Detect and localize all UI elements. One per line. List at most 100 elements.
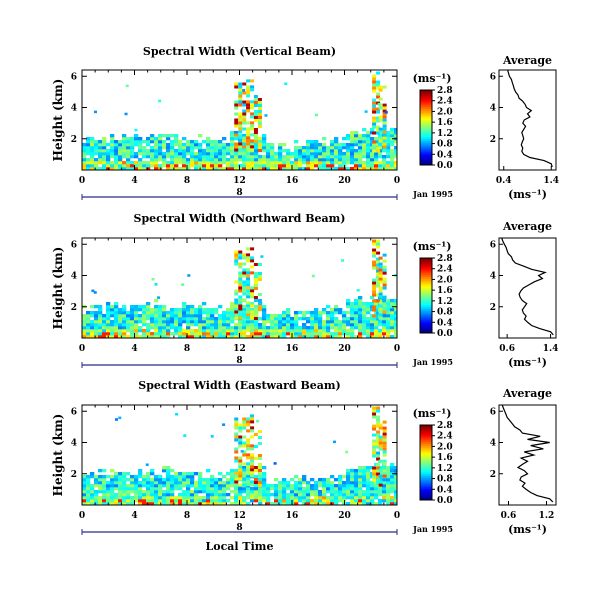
x-tick-label: 20 bbox=[338, 344, 351, 354]
chart-title: Spectral Width (Vertical Beam) bbox=[143, 45, 336, 58]
day-label: 8 bbox=[236, 356, 242, 366]
average-x-tick-label: 1.2 bbox=[539, 511, 555, 521]
colorbar-tick-label: 1.2 bbox=[437, 297, 453, 307]
y-tick-label: 2 bbox=[71, 303, 77, 313]
colorbar-tick-label: 2.0 bbox=[437, 442, 453, 452]
average-x-tick-label: 1.4 bbox=[543, 344, 559, 354]
average-y-tick-label: 4 bbox=[490, 439, 496, 449]
y-tick-label: 6 bbox=[71, 72, 77, 82]
average-unit: (ms⁻¹) bbox=[508, 523, 547, 536]
y-tick-label: 4 bbox=[71, 439, 77, 449]
average-profile-line bbox=[507, 69, 553, 168]
colorbar-tick-label: 1.6 bbox=[437, 453, 453, 463]
x-tick-label: 16 bbox=[286, 344, 299, 354]
average-y-tick-label: 2 bbox=[490, 135, 496, 145]
y-tick-label: 2 bbox=[71, 470, 77, 480]
average-profile-line bbox=[501, 237, 554, 336]
x-tick-label: 8 bbox=[184, 511, 190, 521]
y-axis-label: Height (km) bbox=[51, 79, 65, 162]
x-tick-label: 4 bbox=[131, 344, 137, 354]
average-x-tick-label: 0.6 bbox=[499, 344, 515, 354]
panel-1: Spectral Width (Northward Beam) 2 4 6 0 4 8 12 1… bbox=[51, 212, 558, 369]
colorbar-tick-label: 1.6 bbox=[437, 286, 453, 296]
x-tick-label: 8 bbox=[184, 344, 190, 354]
colorbar-tick-label: 2.4 bbox=[437, 265, 453, 275]
colorbar-tick-label: 1.2 bbox=[437, 464, 453, 474]
y-tick-label: 4 bbox=[71, 104, 77, 114]
colorbar-tick-label: 0.8 bbox=[437, 308, 453, 318]
colorbar-unit: (ms⁻¹) bbox=[413, 240, 452, 253]
colorbar-frame bbox=[419, 257, 433, 334]
x-tick-label: 0 bbox=[79, 344, 85, 354]
x-tick-label: 0 bbox=[394, 511, 400, 521]
average-y-tick-label: 2 bbox=[490, 303, 496, 313]
x-tick-label: 12 bbox=[233, 344, 246, 354]
y-tick-label: 4 bbox=[71, 272, 77, 282]
colorbar-tick-label: 0.0 bbox=[437, 496, 453, 506]
panel-0: Spectral Width (Vertical Beam) 2 4 6 0 4 8 12 16… bbox=[51, 45, 559, 201]
average-frame bbox=[498, 237, 557, 339]
x-tick-label: 16 bbox=[286, 511, 299, 521]
average-frame bbox=[498, 69, 557, 171]
colorbar-tick-label: 2.4 bbox=[437, 97, 453, 107]
x-axis-label: Local Time bbox=[206, 540, 274, 553]
y-tick-label: 6 bbox=[71, 240, 77, 250]
average-title: Average bbox=[502, 387, 552, 400]
colorbar-tick-label: 0.8 bbox=[437, 140, 453, 150]
x-tick-label: 0 bbox=[394, 344, 400, 354]
panel-2: Spectral Width (Eastward Beam) 2 4 6 0 4 8 12 16… bbox=[51, 379, 557, 553]
x-tick-label: 20 bbox=[338, 511, 351, 521]
average-x-tick-label: 0.6 bbox=[501, 511, 517, 521]
x-tick-label: 4 bbox=[131, 511, 137, 521]
average-x-tick-label: 1.4 bbox=[543, 176, 559, 186]
colorbar-tick-label: 2.8 bbox=[437, 421, 453, 431]
average-unit: (ms⁻¹) bbox=[508, 188, 547, 201]
date-label: Jan 1995 bbox=[412, 524, 453, 534]
colorbar-tick-label: 2.8 bbox=[437, 254, 453, 264]
colorbar-tick-label: 0.4 bbox=[437, 485, 453, 495]
chart-title: Spectral Width (Northward Beam) bbox=[134, 212, 346, 225]
day-label: 8 bbox=[236, 523, 242, 533]
date-label: Jan 1995 bbox=[412, 189, 453, 199]
average-y-tick-label: 2 bbox=[490, 470, 496, 480]
y-axis-label: Height (km) bbox=[51, 247, 65, 330]
colorbar-tick-label: 1.6 bbox=[437, 118, 453, 128]
heatmap-cells bbox=[82, 71, 397, 170]
x-tick-label: 0 bbox=[79, 176, 85, 186]
average-title: Average bbox=[502, 54, 552, 67]
day-label: 8 bbox=[236, 188, 242, 198]
x-tick-label: 4 bbox=[131, 176, 137, 186]
colorbar-frame bbox=[419, 89, 433, 166]
x-tick-label: 16 bbox=[286, 176, 299, 186]
heatmap-cells bbox=[82, 406, 397, 505]
average-x-tick-label: 0.4 bbox=[496, 176, 512, 186]
colorbar-tick-label: 0.8 bbox=[437, 475, 453, 485]
average-y-tick-label: 4 bbox=[490, 272, 496, 282]
colorbar-tick-label: 1.2 bbox=[437, 129, 453, 139]
x-tick-label: 0 bbox=[79, 511, 85, 521]
x-tick-label: 12 bbox=[233, 511, 246, 521]
colorbar-unit: (ms⁻¹) bbox=[413, 72, 452, 85]
colorbar-tick-label: 2.4 bbox=[437, 432, 453, 442]
average-y-tick-label: 6 bbox=[490, 240, 496, 250]
average-title: Average bbox=[502, 220, 552, 233]
average-unit: (ms⁻¹) bbox=[508, 356, 547, 369]
y-axis-label: Height (km) bbox=[51, 414, 65, 497]
colorbar-unit: (ms⁻¹) bbox=[413, 407, 452, 420]
colorbar-tick-label: 0.4 bbox=[437, 150, 453, 160]
x-tick-label: 0 bbox=[394, 176, 400, 186]
average-y-tick-label: 6 bbox=[490, 72, 496, 82]
colorbar-tick-label: 2.0 bbox=[437, 107, 453, 117]
colorbar-tick-label: 0.0 bbox=[437, 329, 453, 339]
average-y-tick-label: 6 bbox=[490, 407, 496, 417]
average-y-tick-label: 4 bbox=[490, 104, 496, 114]
colorbar-tick-label: 2.0 bbox=[437, 275, 453, 285]
colorbar-tick-label: 0.0 bbox=[437, 161, 453, 171]
x-tick-label: 12 bbox=[233, 176, 246, 186]
colorbar-frame bbox=[419, 424, 433, 501]
heatmap-cells bbox=[82, 239, 397, 338]
y-tick-label: 6 bbox=[71, 407, 77, 417]
average-profile-line bbox=[501, 404, 554, 503]
date-label: Jan 1995 bbox=[412, 357, 453, 367]
